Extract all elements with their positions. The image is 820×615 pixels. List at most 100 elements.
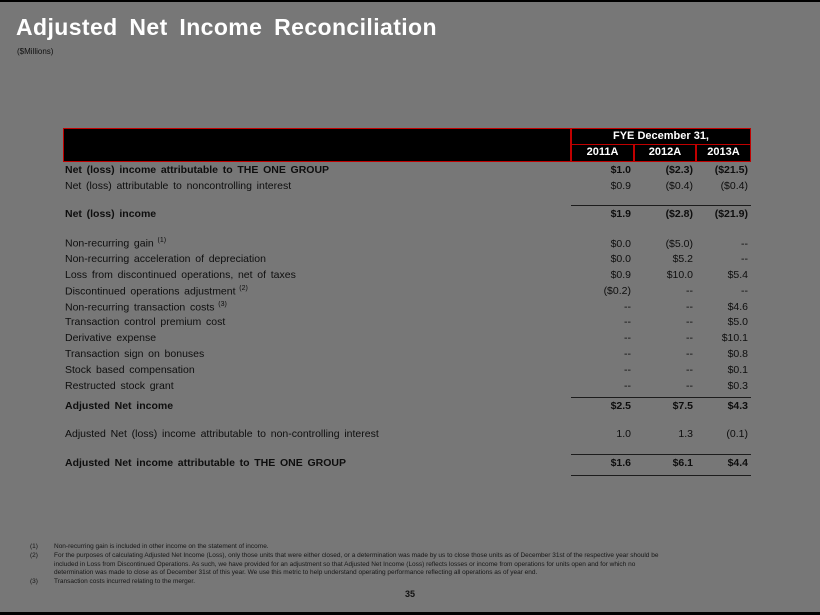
value-cell: ($0.2) (603, 285, 631, 298)
table-row: Stock based compensation -- -- $0.1 (63, 364, 751, 380)
value-cell: $7.5 (672, 400, 693, 413)
year-column-header: 2012A (634, 145, 696, 162)
table-row: Restructed stock grant -- -- $0.3 (63, 380, 751, 396)
value-cell: (0.1) (726, 428, 748, 441)
footnotes: (1) Non-recurring gain is included in oth… (30, 543, 662, 588)
value-cell: -- (686, 332, 693, 345)
reconciliation-table: FYE December 31, 2011A 2012A 2013A Net (lo… (63, 128, 751, 478)
footnote-text: For the purposes of calculating Adjusted… (54, 552, 659, 576)
value-cell: $0.9 (610, 268, 631, 281)
subtotal-rule (571, 474, 751, 476)
value-cell: -- (686, 347, 693, 360)
subtotal-rule (571, 453, 751, 455)
value-cell: ($0.4) (720, 179, 748, 192)
year-header-cells: 2011A 2012A 2013A (571, 145, 751, 162)
value-cell: ($5.0) (665, 237, 693, 250)
table-row: Adjusted Net income $2.5 $7.5 $4.3 (63, 400, 751, 416)
footnote-number: (1) (30, 543, 38, 550)
value-cell: ($21.9) (714, 207, 748, 220)
value-cell: -- (741, 253, 748, 266)
units-label: ($Millions) (17, 47, 54, 56)
footnote-text: Transaction costs incurred relating to t… (54, 578, 196, 586)
year-header-group: FYE December 31, 2011A 2012A 2013A (571, 128, 751, 162)
row-label: Adjusted Net income attributable to THE … (65, 456, 346, 469)
value-cell: $5.4 (727, 268, 748, 281)
footnote: (1) Non-recurring gain is included in oth… (30, 543, 662, 551)
row-label: Adjusted Net (loss) income attributable … (65, 428, 379, 441)
table-row: Discontinued operations adjustment (2) ($… (63, 285, 751, 301)
year-column-header: 2011A (571, 145, 634, 162)
footnote: (3) Transaction costs incurred relating t… (30, 578, 662, 586)
value-cell: $1.6 (610, 456, 631, 469)
table-spacer (63, 196, 751, 203)
page-title: Adjusted Net Income Reconciliation (16, 14, 437, 40)
value-cell: $2.5 (610, 400, 631, 413)
value-cell: $10.1 (721, 332, 748, 345)
value-cell: -- (686, 301, 693, 314)
table-header: FYE December 31, 2011A 2012A 2013A (63, 128, 751, 162)
table-row: Net (loss) attributable to noncontrollin… (63, 180, 751, 196)
table-row: Adjusted Net (loss) income attributable … (63, 428, 751, 444)
row-label: Net (loss) attributable to noncontrollin… (65, 179, 292, 192)
value-cell: $0.1 (727, 363, 748, 376)
footnote-number: (2) (30, 552, 38, 560)
value-cell: ($2.3) (665, 164, 693, 176)
value-cell: $5.2 (672, 253, 693, 266)
value-cell: -- (686, 363, 693, 376)
value-cell: -- (686, 316, 693, 329)
table-spacer (63, 444, 751, 452)
value-cell: $0.8 (727, 347, 748, 360)
footnote-text: Non-recurring gain is included in other … (54, 543, 269, 550)
page-number: 35 (404, 589, 415, 599)
fye-header-cell: FYE December 31, (571, 128, 751, 145)
value-cell: -- (624, 363, 631, 376)
value-cell: $5.0 (727, 316, 748, 329)
footnote: (2) For the purposes of calculating Adjus… (30, 552, 662, 577)
row-label: Non-recurring transaction costs (3) (65, 300, 227, 314)
value-cell: -- (624, 316, 631, 329)
value-cell: $0.3 (727, 379, 748, 392)
value-cell: $4.4 (727, 456, 748, 469)
value-cell: $0.0 (610, 253, 631, 266)
footnote-marker: (3) (214, 300, 227, 308)
table-row: Non-recurring transaction costs (3) -- -- $… (63, 301, 751, 317)
value-cell: 1.3 (678, 428, 693, 441)
value-cell: -- (741, 285, 748, 298)
year-column-header: 2013A (696, 145, 751, 162)
value-cell: -- (686, 379, 693, 392)
row-label: Non-recurring acceleration of depreciati… (65, 253, 266, 266)
table-spacer (63, 416, 751, 428)
row-label: Transaction sign on bonuses (65, 347, 205, 360)
row-label: Derivative expense (65, 332, 157, 345)
table-spacer (63, 223, 751, 237)
table-row: Net (loss) income $1.9 ($2.8) ($21.9) (63, 208, 751, 224)
value-cell: -- (624, 301, 631, 314)
table-row: Non-recurring acceleration of depreciati… (63, 253, 751, 269)
subtotal-rule (571, 397, 751, 399)
table-row: Net (loss) income attributable to THE ON… (63, 164, 751, 180)
row-label: Restructed stock grant (65, 379, 174, 392)
value-cell: $10.0 (666, 268, 693, 281)
value-cell: $4.6 (727, 301, 748, 314)
row-label: Discontinued operations adjustment (2) (65, 284, 248, 298)
value-cell: -- (624, 379, 631, 392)
value-cell: -- (624, 332, 631, 345)
row-label: Net (loss) income (65, 207, 157, 220)
table-row: Adjusted Net income attributable to THE … (63, 457, 751, 473)
value-cell: $6.1 (672, 456, 693, 469)
row-label: Net (loss) income attributable to THE ON… (65, 164, 330, 176)
row-label: Transaction control premium cost (65, 316, 226, 329)
table-corner-cell (63, 128, 571, 162)
value-cell: $0.0 (610, 237, 631, 250)
value-cell: $4.3 (727, 400, 748, 413)
value-cell: ($2.8) (665, 207, 693, 220)
footnote-marker: (2) (235, 284, 248, 292)
subtotal-rule (571, 204, 751, 206)
value-cell: $1.0 (610, 164, 631, 176)
value-cell: ($0.4) (665, 179, 693, 192)
row-label: Non-recurring gain (1) (65, 237, 167, 250)
table-row: Non-recurring gain (1) $0.0 ($5.0) -- (63, 237, 751, 253)
row-label: Stock based compensation (65, 363, 195, 376)
value-cell: -- (624, 347, 631, 360)
